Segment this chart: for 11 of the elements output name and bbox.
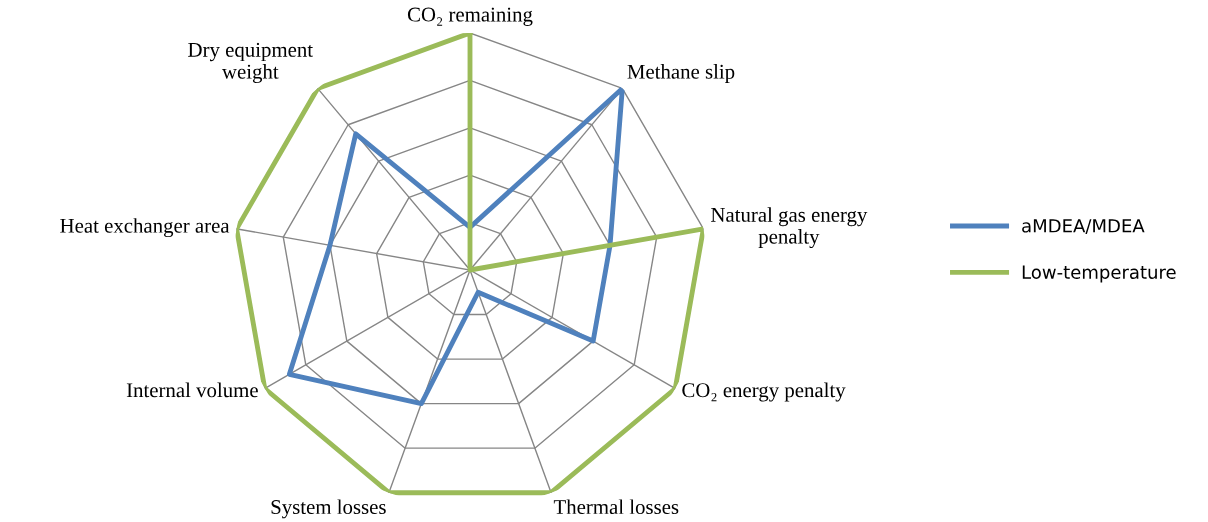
legend-label: Low-temperature — [1022, 265, 1176, 283]
spoke-label: Dry equipment weight — [188, 42, 313, 83]
spoke-label: Internal volume — [126, 382, 258, 398]
spoke-label: Heat exchanger area — [60, 218, 230, 238]
spoke-label: Methane slip — [627, 64, 735, 83]
spoke-label: CO₂ remaining — [407, 7, 533, 26]
spoke-label: CO₂ energy penalty — [682, 382, 846, 402]
spoke-label: System losses — [271, 499, 386, 519]
spoke-label: Natural gas energy penalty — [711, 207, 868, 249]
spoke-label: Thermal losses — [553, 499, 679, 515]
legend-label: aMDEA/MDEA — [1022, 219, 1145, 235]
